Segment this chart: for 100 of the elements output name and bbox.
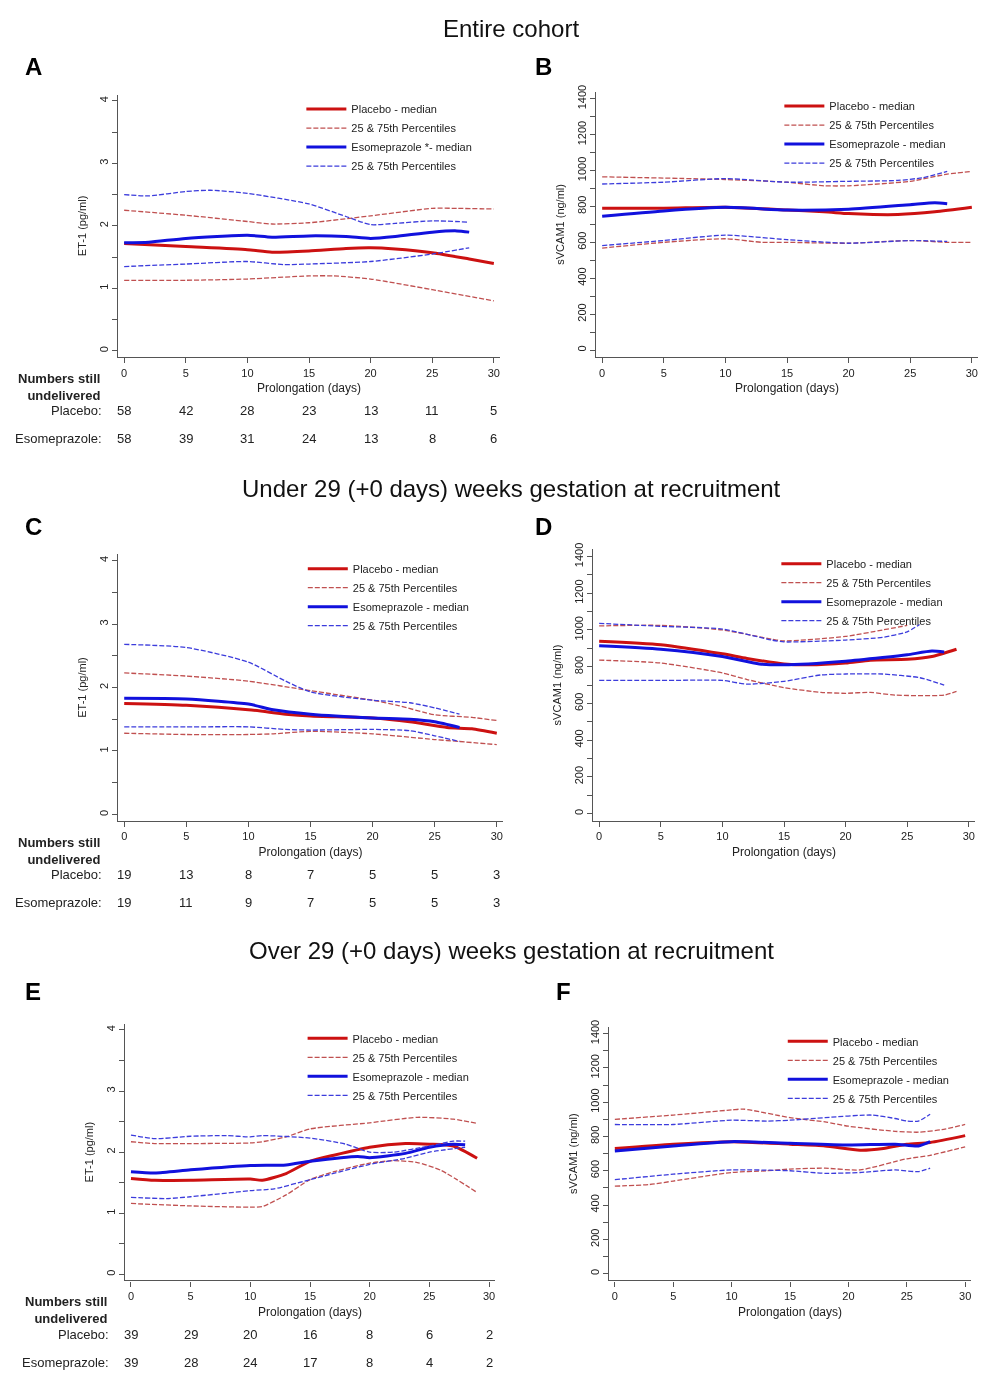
text: 5 [490, 403, 498, 418]
text: 58 [117, 403, 132, 418]
x-tick-label: 25 [901, 830, 914, 843]
y-tick-label: 4 [97, 555, 110, 562]
line-series [123, 726, 461, 743]
legend-label: 25 & 75th Percentiles [829, 157, 935, 170]
y-tick-label: 800 [588, 1125, 601, 1145]
text: 13 [179, 867, 194, 882]
text: 31 [240, 431, 255, 446]
x-tick-label: 15 [304, 830, 317, 843]
legend-label: Esomeprazole - median [832, 1073, 949, 1086]
y-axis-title: sVCAM1 (ng/ml) [551, 644, 564, 726]
y-tick-label: 0 [588, 1268, 601, 1276]
x-tick-label: 25 [904, 366, 917, 379]
x-tick-label: 0 [121, 366, 128, 379]
legend-label: Placebo - median [352, 1032, 439, 1045]
x-tick-label: 30 [959, 1289, 972, 1302]
text: 8 [245, 867, 253, 882]
x-tick-label: 5 [670, 1289, 677, 1302]
x-tick-label: 20 [363, 1289, 376, 1302]
y-tick-label: 0 [97, 809, 110, 816]
line-series [598, 659, 958, 697]
x-axis-title: Prolongation (days) [731, 845, 837, 860]
legend-label: 25 & 75th Percentiles [351, 122, 457, 135]
legend-label: Esomeprazole - median [829, 138, 946, 151]
y-tick-label: 200 [588, 1228, 601, 1247]
text: 5 [369, 867, 377, 882]
text: 8 [366, 1355, 374, 1370]
line-series [130, 1116, 478, 1145]
text: 5 [431, 895, 439, 910]
x-tick-label: 20 [842, 366, 855, 379]
x-tick-label: 15 [780, 366, 794, 379]
legend-label: Esomeprazole *- median [351, 141, 472, 154]
legend-label: Placebo - median [352, 562, 439, 575]
y-tick-label: 0 [104, 1269, 117, 1276]
y-tick-label: 1000 [575, 156, 588, 182]
chart-title: C [25, 513, 43, 540]
y-tick-label: 400 [588, 1194, 601, 1213]
y-tick-label: 3 [104, 1086, 117, 1093]
line-series [614, 1108, 966, 1133]
legend-label: Placebo - median [829, 100, 915, 113]
legend-label: 25 & 75th Percentiles [832, 1054, 938, 1067]
y-tick-label: 200 [572, 765, 585, 785]
y-tick-label: 1400 [575, 84, 588, 110]
text: 11 [425, 403, 439, 418]
chart-subtitle: Under 29 (+0 days) weeks gestation at recruitment [242, 475, 781, 502]
text: Numbers still undelivered [18, 835, 101, 867]
x-tick-label: 20 [839, 830, 852, 843]
text: 19 [117, 867, 132, 882]
legend-label: Esomeprazole - median [826, 596, 943, 609]
x-tick-label: 15 [302, 366, 316, 379]
y-tick-label: 600 [575, 231, 588, 250]
x-tick-label: 30 [965, 366, 978, 379]
x-tick-label: 30 [962, 830, 975, 843]
y-tick-label: 800 [575, 195, 588, 214]
text: 8 [429, 431, 437, 446]
legend-label: 25 & 75th Percentiles [352, 619, 458, 632]
line-series [123, 189, 470, 226]
x-tick-label: 30 [482, 1289, 496, 1302]
legend-label: 25 & 75th Percentiles [352, 581, 458, 594]
x-tick-label: 10 [241, 366, 254, 379]
text: 4 [426, 1355, 434, 1370]
x-tick-label: 15 [777, 830, 791, 843]
text: 20 [243, 1327, 258, 1342]
text: 29 [184, 1327, 199, 1342]
legend-label: Esomeprazole - median [352, 1070, 469, 1083]
y-tick-label: 1200 [572, 579, 585, 604]
y-tick-label: 1200 [588, 1054, 601, 1079]
text: 24 [302, 431, 317, 446]
line-series [614, 1167, 931, 1181]
text: 16 [303, 1327, 318, 1342]
text: 24 [243, 1355, 258, 1370]
y-tick-label: 2 [97, 682, 110, 689]
text: Placebo: [58, 1327, 109, 1342]
y-tick-label: 800 [572, 655, 585, 675]
x-tick-label: 10 [725, 1289, 738, 1302]
line-series [130, 1134, 466, 1154]
line-series [123, 643, 461, 715]
x-tick-label: 25 [426, 366, 439, 379]
text: 9 [245, 895, 253, 910]
line-series [613, 1140, 932, 1153]
x-tick-label: 15 [303, 1289, 317, 1302]
x-tick-label: 10 [244, 1289, 257, 1302]
x-tick-label: 25 [428, 830, 441, 843]
text: 3 [493, 895, 501, 910]
text: 13 [364, 403, 379, 418]
text: 39 [124, 1327, 139, 1342]
text: 11 [179, 895, 193, 910]
x-tick-label: 5 [183, 830, 190, 843]
y-tick-label: 600 [572, 692, 585, 711]
text: Numbers still undelivered [25, 1294, 108, 1326]
chart-subtitle: Over 29 (+0 days) weeks gestation at recruitment [249, 937, 775, 964]
x-tick-label: 20 [842, 1289, 855, 1302]
y-tick-label: 600 [588, 1159, 601, 1179]
chart-subtitle: Entire cohort [443, 15, 580, 42]
chart-title: B [535, 53, 553, 80]
text: 7 [307, 867, 315, 882]
text: 2 [486, 1327, 494, 1342]
text: Esomeprazole: [15, 431, 102, 446]
text: 13 [364, 431, 379, 446]
